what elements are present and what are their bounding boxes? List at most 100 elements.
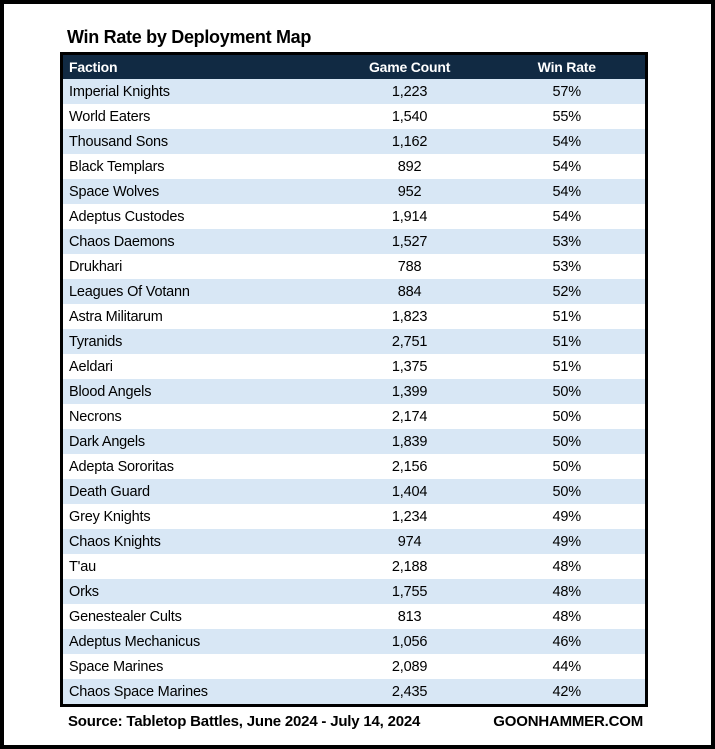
win-rate-cell: 54% [552, 158, 582, 175]
table-row: Space Marines 2,089 44% [61, 654, 647, 679]
table-row: Drukhari 788 53% [61, 254, 647, 279]
game-count-cell: 813 [397, 608, 422, 625]
win-rate-cell: 53% [552, 258, 582, 275]
win-rate-cell: 50% [552, 483, 582, 500]
faction-cell: Adeptus Custodes [69, 208, 185, 225]
faction-cell: Adeptus Mechanicus [69, 633, 201, 650]
faction-cell: Death Guard [69, 483, 150, 500]
table-row: Adeptus Mechanicus 1,056 46% [61, 629, 647, 654]
game-count-cell: 1,234 [391, 508, 428, 525]
faction-cell: Aeldari [69, 358, 113, 375]
table-row: Chaos Knights 974 49% [61, 529, 647, 554]
table-footer: Source: Tabletop Battles, June 2024 - Ju… [60, 709, 648, 733]
game-count-cell: 952 [397, 183, 422, 200]
table-row: Astra Militarum 1,823 51% [61, 304, 647, 329]
win-rate-cell: 48% [552, 558, 582, 575]
table-row: Necrons 2,174 50% [61, 404, 647, 429]
win-rate-cell: 50% [552, 383, 582, 400]
table-row: Thousand Sons 1,162 54% [61, 129, 647, 154]
game-count-cell: 974 [397, 533, 422, 550]
game-count-cell: 2,174 [391, 408, 428, 425]
faction-cell: Space Marines [69, 658, 164, 675]
faction-cell: Leagues Of Votann [69, 283, 190, 300]
table-row: Leagues Of Votann 884 52% [61, 279, 647, 304]
table-row: Tyranids 2,751 51% [61, 329, 647, 354]
game-count-cell: 884 [397, 283, 422, 300]
win-rate-cell: 53% [552, 233, 582, 250]
table-row: Death Guard 1,404 50% [61, 479, 647, 504]
faction-cell: Adepta Sororitas [69, 458, 174, 475]
game-count-cell: 1,823 [391, 308, 428, 325]
faction-cell: Necrons [69, 408, 122, 425]
game-count-cell: 1,223 [391, 83, 428, 100]
game-count-cell: 1,755 [391, 583, 428, 600]
table-row: Adeptus Custodes 1,914 54% [61, 204, 647, 229]
win-rate-cell: 44% [552, 658, 582, 675]
game-count-cell: 2,188 [391, 558, 428, 575]
table-row: Genestealer Cults 813 48% [61, 604, 647, 629]
win-rate-cell: 42% [552, 683, 582, 700]
table-header-row: Faction Game Count Win Rate [61, 53, 647, 79]
faction-cell: Thousand Sons [69, 133, 168, 150]
win-rate-cell: 46% [552, 633, 582, 650]
game-count-cell: 1,162 [391, 133, 428, 150]
column-header-win-rate: Win Rate [488, 53, 647, 79]
faction-cell: Astra Militarum [69, 308, 163, 325]
win-rate-cell: 55% [552, 108, 582, 125]
table-row: Dark Angels 1,839 50% [61, 429, 647, 454]
faction-cell: Orks [69, 583, 99, 600]
faction-cell: Tyranids [69, 333, 123, 350]
game-count-cell: 1,056 [391, 633, 428, 650]
win-rate-cell: 54% [552, 133, 582, 150]
table-row: World Eaters 1,540 55% [61, 104, 647, 129]
faction-cell: T'au [69, 558, 96, 575]
table-row: Chaos Daemons 1,527 53% [61, 229, 647, 254]
win-rate-cell: 48% [552, 583, 582, 600]
faction-cell: Chaos Space Marines [69, 683, 208, 700]
win-rate-cell: 49% [552, 533, 582, 550]
win-rate-cell: 51% [552, 358, 582, 375]
win-rate-table: Faction Game Count Win Rate Imperial Kni… [60, 52, 648, 707]
game-count-cell: 1,540 [391, 108, 428, 125]
faction-cell: Drukhari [69, 258, 123, 275]
game-count-cell: 2,156 [391, 458, 428, 475]
table-row: Adepta Sororitas 2,156 50% [61, 454, 647, 479]
win-rate-cell: 49% [552, 508, 582, 525]
table-row: Chaos Space Marines 2,435 42% [61, 679, 647, 706]
win-rate-cell: 51% [552, 308, 582, 325]
game-count-cell: 2,751 [391, 333, 428, 350]
game-count-cell: 1,375 [391, 358, 428, 375]
faction-cell: Chaos Daemons [69, 233, 175, 250]
column-header-faction: Faction [61, 53, 331, 79]
table-row: Aeldari 1,375 51% [61, 354, 647, 379]
game-count-cell: 2,089 [391, 658, 428, 675]
game-count-cell: 1,399 [391, 383, 428, 400]
win-rate-cell: 54% [552, 208, 582, 225]
faction-cell: Space Wolves [69, 183, 160, 200]
site-label: GOONHAMMER.COM [493, 712, 643, 730]
table-row: T'au 2,188 48% [61, 554, 647, 579]
win-rate-cell: 50% [552, 408, 582, 425]
game-count-cell: 2,435 [391, 683, 428, 700]
game-count-cell: 892 [397, 158, 422, 175]
faction-cell: Imperial Knights [69, 83, 170, 100]
win-rate-cell: 50% [552, 433, 582, 450]
game-count-cell: 788 [397, 258, 422, 275]
win-rate-cell: 54% [552, 183, 582, 200]
faction-cell: Blood Angels [69, 383, 152, 400]
game-count-cell: 1,839 [391, 433, 428, 450]
table-row: Orks 1,755 48% [61, 579, 647, 604]
win-rate-cell: 57% [552, 83, 582, 100]
faction-cell: World Eaters [69, 108, 151, 125]
game-count-cell: 1,527 [391, 233, 428, 250]
column-header-game-count: Game Count [330, 53, 489, 79]
table-row: Space Wolves 952 54% [61, 179, 647, 204]
win-rate-cell: 52% [552, 283, 582, 300]
table-row: Black Templars 892 54% [61, 154, 647, 179]
table-row: Imperial Knights 1,223 57% [61, 79, 647, 104]
win-rate-cell: 48% [552, 608, 582, 625]
table-body: Imperial Knights 1,223 57% World Eaters 1,54… [61, 79, 647, 706]
faction-cell: Dark Angels [69, 433, 145, 450]
faction-cell: Black Templars [69, 158, 165, 175]
